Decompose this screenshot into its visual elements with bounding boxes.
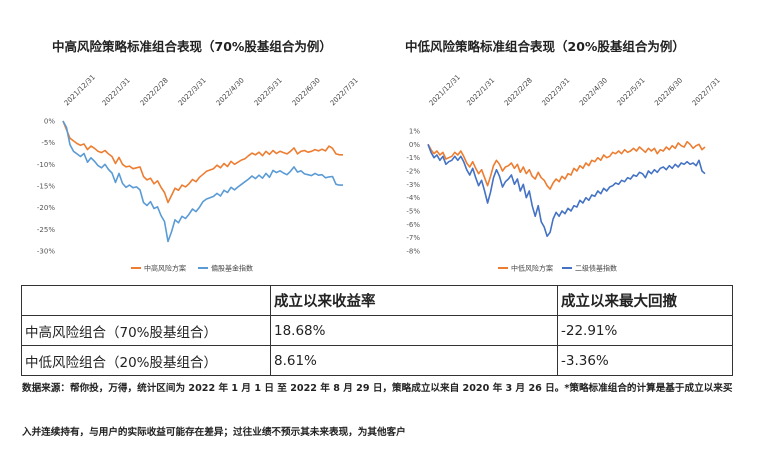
x-tick-label: 2022/6/30: [653, 76, 684, 107]
disclaimer-note: 入并连续持有，与用户的实际收益可能存在差异；过往业绩不预示其未来表现，为其他客户: [22, 427, 406, 438]
x-tick-label: 2022/3/31: [540, 76, 571, 107]
series-line: [427, 140, 706, 190]
table-header-cell: 成立以来最大回撤: [557, 285, 733, 316]
x-tick-label: 2022/4/30: [215, 76, 246, 107]
table-cell-return: 18.68%: [270, 315, 558, 346]
y-tick-label: -15%: [37, 183, 55, 191]
table-cell-portfolio: 中低风险组合（20%股基组合）: [21, 345, 271, 376]
y-tick-label: 0%: [44, 118, 55, 126]
x-tick-label: 2022/5/31: [616, 76, 647, 107]
table-cell-return: 8.61%: [270, 345, 558, 376]
y-tick-label: -20%: [37, 204, 55, 212]
x-tick-label: 2021/12/31: [428, 73, 462, 107]
legend-label: 二级债基指数: [575, 264, 617, 273]
legend-label: 偏股基金指数: [211, 264, 253, 273]
y-tick-label: -5%: [406, 208, 420, 216]
y-tick-label: -8%: [406, 248, 420, 256]
chart-left: 0%-5%-10%-15%-20%-25%-30%2021/12/31 2022/…: [37, 73, 360, 273]
table-header-row: 成立以来收益率 成立以来最大回撤: [21, 285, 733, 316]
x-tick-label: 2022/3/31: [177, 76, 208, 107]
source-note: 数据来源：帮你投，万得，统计区间为 2022 年 1 月 1 日 至 2022 …: [22, 383, 733, 394]
table-header-cell: [21, 285, 271, 316]
y-tick-label: 0%: [409, 141, 420, 149]
y-tick-label: -1%: [406, 154, 420, 162]
x-tick-label: 2022/2/28: [139, 76, 170, 107]
y-tick-label: -30%: [37, 248, 55, 256]
series-line: [427, 144, 706, 238]
table-row: 中低风险组合（20%股基组合） 8.61% -3.36%: [21, 345, 733, 376]
y-tick-label: -4%: [406, 194, 420, 202]
y-tick-label: -6%: [406, 221, 420, 229]
y-tick-label: -7%: [406, 234, 420, 242]
x-tick-label: 2022/6/30: [291, 76, 322, 107]
y-tick-label: -2%: [406, 168, 420, 176]
table-cell-portfolio: 中高风险组合（70%股基组合）: [21, 315, 271, 346]
table-header-cell: 成立以来收益率: [270, 285, 558, 316]
performance-table: 成立以来收益率 成立以来最大回撤 中高风险组合（70%股基组合） 18.68% …: [21, 285, 733, 376]
x-tick-label: 2021/12/31: [63, 73, 97, 107]
x-tick-label: 2022/1/31: [101, 76, 132, 107]
series-line: [62, 120, 343, 243]
legend-label: 中高风险方案: [144, 264, 186, 273]
y-tick-label: 1%: [409, 128, 420, 136]
legend-label: 中低风险方案: [511, 264, 553, 273]
x-tick-label: 2022/5/31: [253, 76, 284, 107]
x-tick-label: 2022/7/31: [691, 76, 722, 107]
series-line: [62, 120, 343, 204]
table-cell-drawdown: -22.91%: [557, 315, 733, 346]
table-row: 中高风险组合（70%股基组合） 18.68% -22.91%: [21, 315, 733, 346]
y-tick-label: -25%: [37, 226, 55, 234]
x-tick-label: 2022/4/30: [578, 76, 609, 107]
x-tick-label: 2022/7/31: [329, 76, 360, 107]
y-tick-label: -10%: [37, 161, 55, 169]
x-tick-label: 2022/1/31: [465, 76, 496, 107]
y-tick-label: -3%: [406, 181, 420, 189]
y-tick-label: -5%: [41, 139, 55, 147]
chart-right: 1%0%-1%-2%-3%-4%-5%-6%-7%-8%2021/12/31 20…: [406, 73, 722, 273]
x-tick-label: 2022/2/28: [503, 76, 534, 107]
chart-title-right: 中低风险策略标准组合表现（20%股基组合为例）: [405, 39, 685, 54]
chart-title-left: 中高风险策略标准组合表现（70%股基组合为例）: [52, 39, 332, 54]
table-cell-drawdown: -3.36%: [557, 345, 733, 376]
